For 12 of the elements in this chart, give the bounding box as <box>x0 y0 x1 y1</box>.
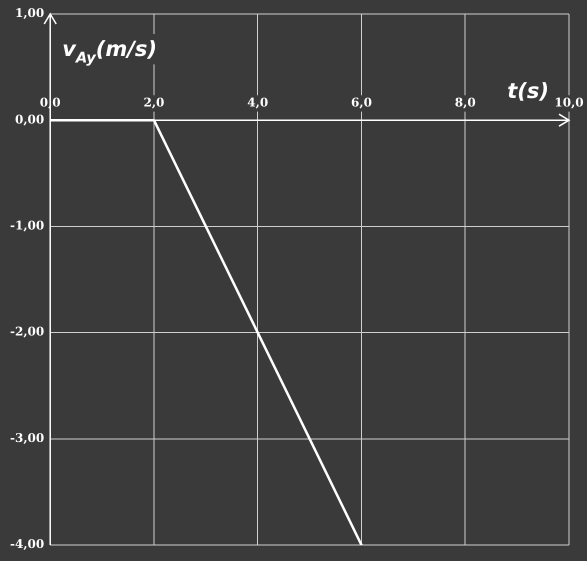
y-tick-label: -1,00 <box>10 218 44 233</box>
y-tick-label: -4,00 <box>10 537 44 552</box>
x-tick-label: 4,0 <box>247 96 268 110</box>
x-tick-label: 2,0 <box>144 96 164 110</box>
x-tick-label: 10,0 <box>554 96 584 110</box>
y-tick-label: 1,00 <box>14 6 44 20</box>
x-tick-label: 6,0 <box>351 96 372 110</box>
x-tick-label: 8,0 <box>454 96 476 110</box>
x-axis-title: t(s) <box>507 79 549 104</box>
y-tick-label: 0,00 <box>14 112 44 126</box>
y-tick-label: -2,00 <box>10 324 44 339</box>
y-tick-label: -3,00 <box>10 430 44 445</box>
